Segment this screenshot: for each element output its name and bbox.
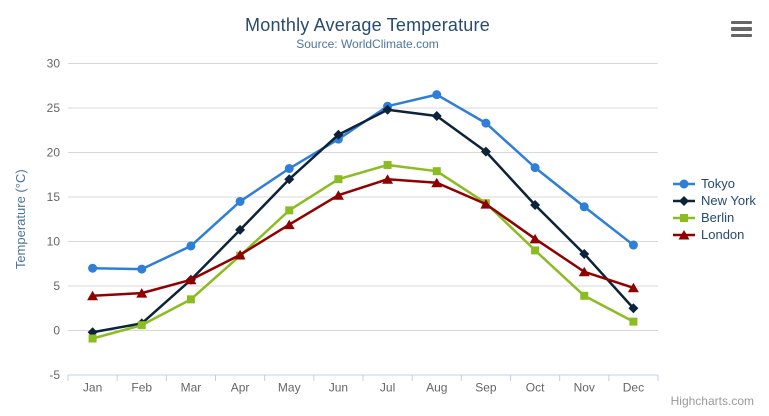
series-point-berlin[interactable] bbox=[432, 167, 441, 176]
series-point-london[interactable] bbox=[382, 174, 394, 184]
hamburger-icon bbox=[731, 27, 752, 31]
series-point-tokyo[interactable] bbox=[88, 263, 98, 273]
x-axis-tick-label: Jan bbox=[83, 381, 102, 395]
legend-marker-square-icon bbox=[673, 213, 695, 222]
series-point-berlin[interactable] bbox=[186, 295, 195, 304]
chart-title: Monthly Average Temperature bbox=[245, 15, 490, 35]
legend-item-tokyo[interactable]: Tokyo bbox=[672, 175, 756, 192]
series-point-tokyo[interactable] bbox=[530, 163, 540, 173]
y-axis-tick-label: 20 bbox=[47, 146, 61, 160]
export-menu-button[interactable] bbox=[731, 21, 752, 37]
y-axis-tick-label: 15 bbox=[47, 190, 61, 204]
series-point-tokyo[interactable] bbox=[579, 202, 589, 212]
series-point-berlin[interactable] bbox=[580, 291, 589, 300]
x-axis-tick-label: Jun bbox=[329, 381, 348, 395]
series-point-london[interactable] bbox=[185, 274, 197, 285]
legend-item-new-york[interactable]: New York bbox=[672, 192, 756, 209]
series-line-new-york[interactable] bbox=[91, 108, 635, 334]
x-axis-tick-label: Jul bbox=[380, 381, 395, 395]
series-point-new-york[interactable] bbox=[431, 111, 442, 122]
series-point-new-york[interactable] bbox=[480, 146, 491, 157]
legend-item-berlin[interactable]: Berlin bbox=[672, 209, 756, 226]
series-point-new-york[interactable] bbox=[530, 200, 541, 211]
legend-marker-circle-icon bbox=[673, 179, 695, 188]
legend-marker-diamond-icon bbox=[673, 195, 695, 206]
series-point-london[interactable] bbox=[234, 249, 246, 260]
series-point-new-york[interactable] bbox=[382, 104, 393, 115]
x-axis-tick-label: Sep bbox=[475, 381, 497, 395]
series-point-london[interactable] bbox=[627, 282, 639, 293]
series-point-tokyo[interactable] bbox=[628, 240, 638, 250]
legend: Tokyo New York Berlin London bbox=[672, 175, 756, 243]
legend-label-tokyo: Tokyo bbox=[701, 176, 735, 191]
series-point-berlin[interactable] bbox=[285, 206, 294, 215]
x-axis-tick-label: Dec bbox=[623, 381, 644, 395]
series-point-berlin[interactable] bbox=[88, 334, 97, 343]
legend-item-london[interactable]: London bbox=[672, 226, 756, 243]
y-axis-tick-label: 0 bbox=[53, 324, 60, 338]
y-axis-tick-label: 25 bbox=[47, 101, 61, 115]
series-point-london[interactable] bbox=[578, 266, 590, 277]
series-point-london[interactable] bbox=[480, 199, 492, 209]
y-axis-title: Temperature (°C) bbox=[13, 169, 28, 269]
series-line-tokyo[interactable] bbox=[91, 93, 635, 271]
series-point-new-york[interactable] bbox=[628, 303, 639, 314]
highcharts-credit[interactable]: Highcharts.com bbox=[670, 394, 754, 408]
legend-label-berlin: Berlin bbox=[701, 210, 735, 225]
series-point-new-york[interactable] bbox=[333, 129, 344, 140]
x-axis-tick-label: Nov bbox=[574, 381, 595, 395]
x-axis-tick-label: Mar bbox=[181, 381, 202, 395]
series-point-berlin[interactable] bbox=[629, 317, 638, 326]
series-point-tokyo[interactable] bbox=[137, 264, 147, 274]
series-point-london[interactable] bbox=[431, 177, 443, 188]
y-axis-tick-label: 5 bbox=[53, 279, 60, 293]
x-axis-tick-label: Oct bbox=[526, 381, 545, 395]
y-axis-tick-label: -5 bbox=[49, 368, 60, 382]
series-point-london[interactable] bbox=[87, 290, 99, 301]
x-axis-tick-label: Aug bbox=[426, 381, 447, 395]
series-line-berlin[interactable] bbox=[91, 163, 635, 340]
series-point-new-york[interactable] bbox=[579, 248, 590, 259]
series-point-london[interactable] bbox=[332, 190, 344, 200]
series-point-new-york[interactable] bbox=[235, 224, 246, 235]
series-point-berlin[interactable] bbox=[531, 246, 540, 255]
legend-marker-triangle-icon bbox=[673, 229, 695, 239]
hamburger-icon bbox=[731, 33, 752, 37]
legend-label-new-york: New York bbox=[701, 193, 756, 208]
series-point-tokyo[interactable] bbox=[481, 118, 491, 128]
series-point-berlin[interactable] bbox=[334, 175, 343, 184]
series-point-tokyo[interactable] bbox=[432, 90, 442, 100]
x-axis-tick-label: May bbox=[278, 381, 301, 395]
y-axis-tick-label: 10 bbox=[47, 235, 61, 249]
series-point-tokyo[interactable] bbox=[284, 164, 294, 174]
series-point-tokyo[interactable] bbox=[235, 196, 245, 206]
hamburger-icon bbox=[731, 21, 752, 25]
chart-subtitle: Source: WorldClimate.com bbox=[296, 37, 439, 51]
x-axis-tick-label: Feb bbox=[131, 381, 152, 395]
series-point-tokyo[interactable] bbox=[186, 241, 196, 251]
series-point-london[interactable] bbox=[283, 219, 295, 230]
series-point-berlin[interactable] bbox=[383, 160, 392, 169]
series-point-london[interactable] bbox=[529, 233, 541, 244]
legend-label-london: London bbox=[701, 227, 745, 242]
series-point-berlin[interactable] bbox=[137, 321, 146, 330]
y-axis-tick-label: 30 bbox=[47, 57, 61, 71]
series-point-new-york[interactable] bbox=[284, 174, 295, 185]
series-line-london[interactable] bbox=[91, 177, 635, 298]
x-axis-tick-label: Apr bbox=[231, 381, 250, 395]
series-point-london[interactable] bbox=[136, 288, 148, 298]
